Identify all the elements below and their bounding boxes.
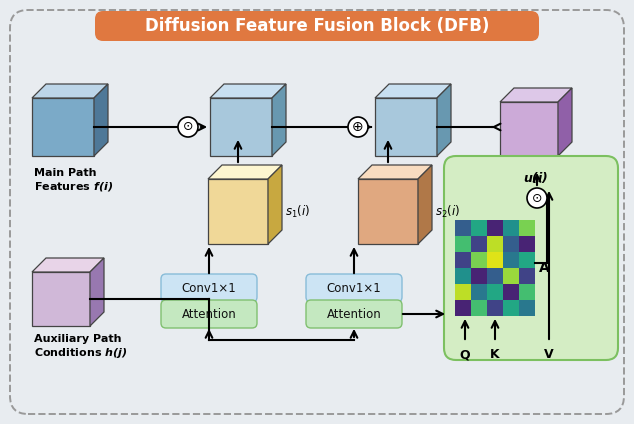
FancyBboxPatch shape [161,300,257,328]
Text: ⊙: ⊙ [183,120,193,134]
Text: Attention: Attention [327,307,382,321]
Text: Auxiliary Path: Auxiliary Path [34,334,122,344]
Polygon shape [208,165,282,179]
Polygon shape [90,258,104,326]
Polygon shape [500,88,572,102]
Polygon shape [272,84,286,156]
Polygon shape [32,98,94,156]
Text: Conditions $\bfit{h}(\bfit{j})$: Conditions $\bfit{h}(\bfit{j})$ [34,346,127,360]
FancyBboxPatch shape [444,156,618,360]
Text: Conv1×1: Conv1×1 [327,282,382,295]
Text: V: V [544,348,554,361]
Polygon shape [32,84,108,98]
Polygon shape [94,84,108,156]
Text: Features $\bfit{f}(\bfit{i})$: Features $\bfit{f}(\bfit{i})$ [34,180,113,193]
FancyBboxPatch shape [161,274,257,302]
FancyBboxPatch shape [95,11,539,41]
Text: Conv1×1: Conv1×1 [181,282,236,295]
Text: Attention: Attention [181,307,236,321]
Polygon shape [32,272,90,326]
Polygon shape [558,88,572,156]
Polygon shape [437,84,451,156]
Polygon shape [500,102,558,156]
FancyBboxPatch shape [306,274,402,302]
Text: $\bfit{u}(\bfit{i})$: $\bfit{u}(\bfit{i})$ [523,170,548,185]
Polygon shape [210,84,286,98]
Text: ⊙: ⊙ [532,192,542,204]
FancyBboxPatch shape [306,300,402,328]
Text: Main Path: Main Path [34,168,96,178]
Text: A: A [539,261,550,275]
Text: $s_1(i)$: $s_1(i)$ [285,204,310,220]
Polygon shape [208,179,268,244]
Polygon shape [375,98,437,156]
Text: Diffusion Feature Fusion Block (DFB): Diffusion Feature Fusion Block (DFB) [145,17,489,35]
FancyBboxPatch shape [10,10,624,414]
Polygon shape [358,179,418,244]
Text: K: K [490,348,500,361]
Circle shape [178,117,198,137]
Circle shape [348,117,368,137]
Text: ⊕: ⊕ [353,120,364,134]
Circle shape [527,188,547,208]
Polygon shape [32,258,104,272]
Polygon shape [358,165,432,179]
Polygon shape [418,165,432,244]
Text: $s_2(i)$: $s_2(i)$ [435,204,460,220]
Polygon shape [268,165,282,244]
Text: Q: Q [460,348,470,361]
Polygon shape [375,84,451,98]
Polygon shape [210,98,272,156]
